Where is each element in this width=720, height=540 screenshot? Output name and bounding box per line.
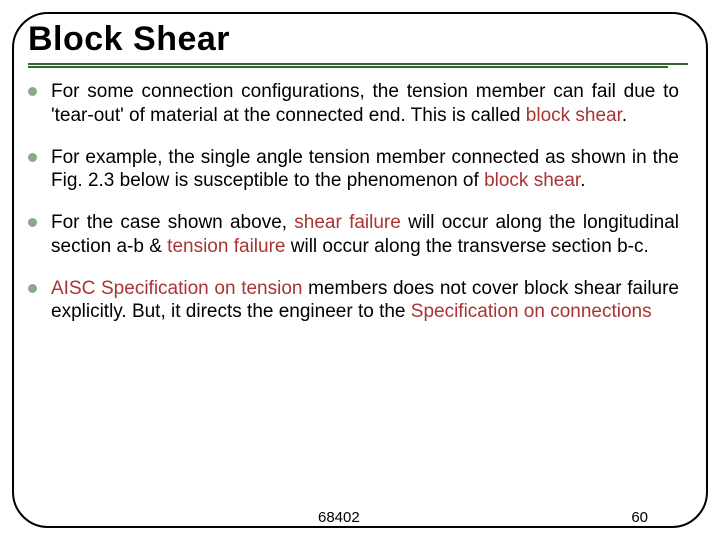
bullet-text: For some connection configurations, the …: [51, 80, 679, 128]
bullet-icon: [28, 87, 37, 96]
text-run: .: [622, 105, 627, 126]
list-item: For example, the single angle tension me…: [28, 146, 692, 194]
bullet-icon: [28, 218, 37, 227]
list-item: For the case shown above, shear failure …: [28, 211, 692, 259]
highlight-text: AISC Specification on tension: [51, 278, 302, 299]
highlight-text: tension failure: [167, 236, 285, 257]
list-item: AISC Specification on tension members do…: [28, 277, 692, 325]
slide-title: Block Shear: [28, 20, 692, 59]
title-underline-inner: [28, 66, 668, 68]
highlight-text: Specification on connections: [411, 301, 652, 322]
slide-content: Block Shear For some connection configur…: [28, 20, 692, 342]
footer-code: 68402: [318, 509, 360, 526]
bullet-text: AISC Specification on tension members do…: [51, 277, 679, 325]
text-run: .: [580, 170, 585, 191]
bullet-list: For some connection configurations, the …: [28, 80, 692, 324]
highlight-text: block shear: [526, 105, 622, 126]
title-underline-outer: [28, 63, 688, 65]
page-number: 60: [631, 509, 648, 526]
bullet-icon: [28, 153, 37, 162]
text-run: For the case shown above,: [51, 212, 294, 233]
text-run: will occur along the transverse section …: [285, 236, 648, 257]
highlight-text: block shear: [484, 170, 580, 191]
bullet-icon: [28, 284, 37, 293]
list-item: For some connection configurations, the …: [28, 80, 692, 128]
bullet-text: For example, the single angle tension me…: [51, 146, 679, 194]
bullet-text: For the case shown above, shear failure …: [51, 211, 679, 259]
highlight-text: shear failure: [294, 212, 401, 233]
